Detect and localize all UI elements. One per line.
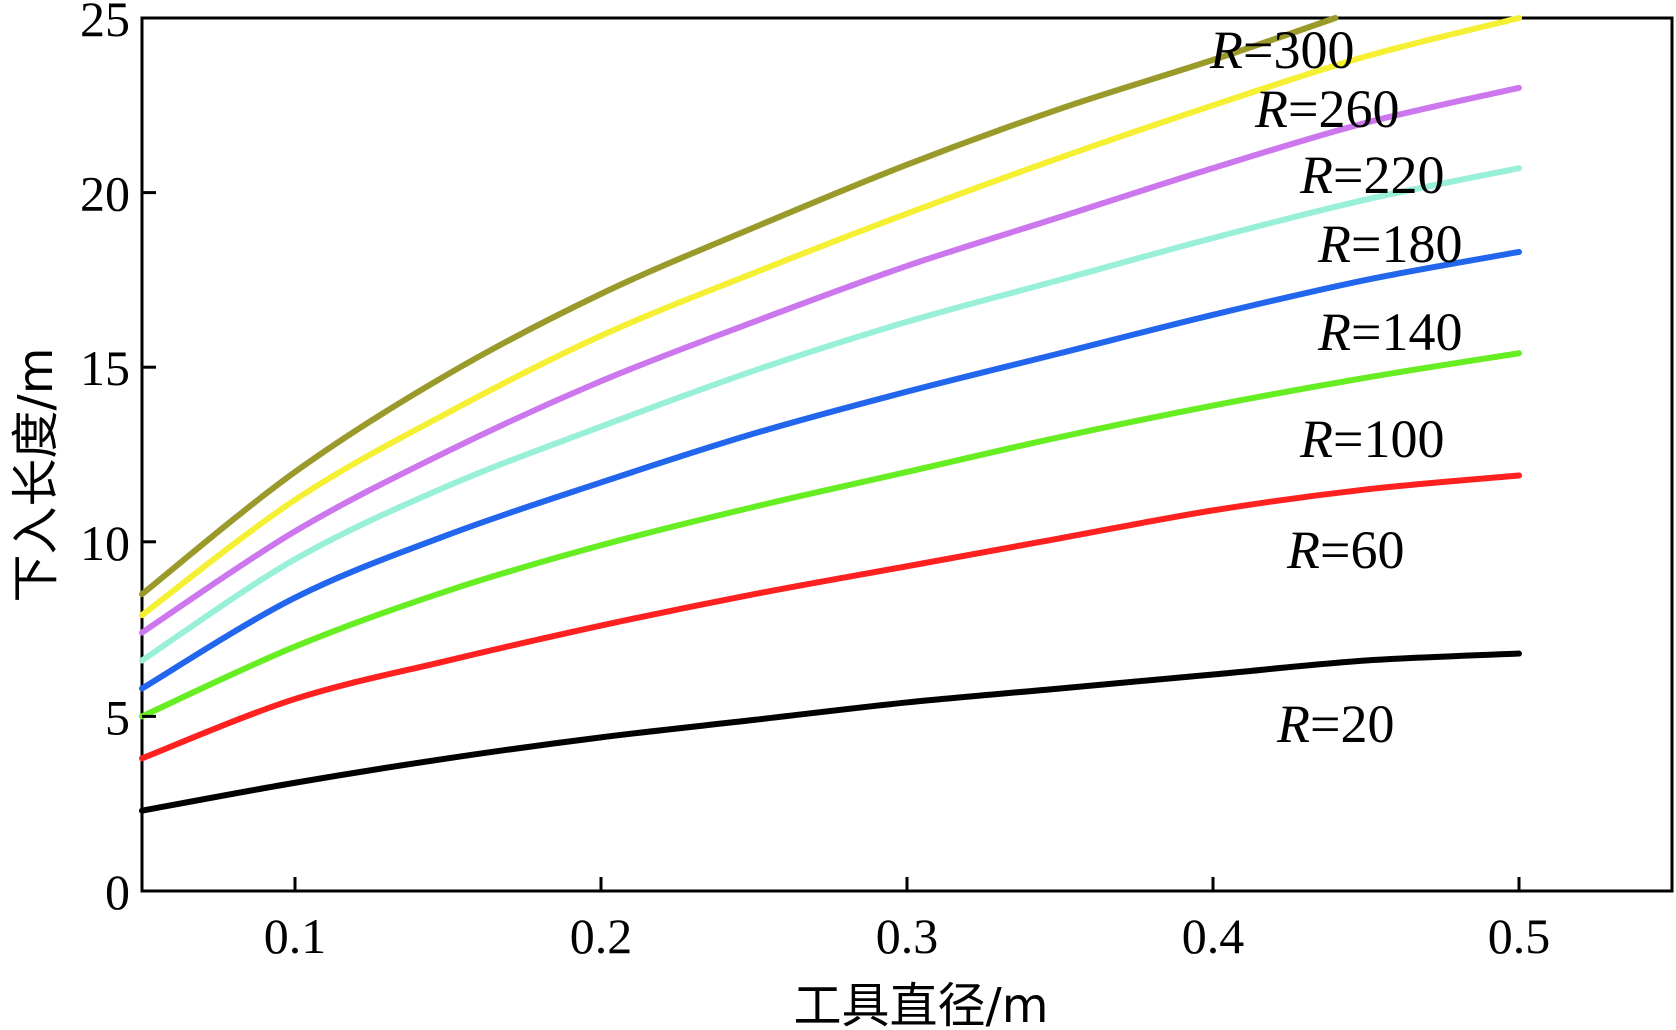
x-tick-label: 0.3 [876, 908, 939, 964]
series-label-R-100: R=100 [1299, 409, 1444, 469]
series-label-R-260: R=260 [1254, 79, 1399, 139]
x-tick-label: 0.4 [1182, 908, 1245, 964]
y-tick-label: 20 [80, 166, 130, 222]
y-tick-label: 10 [80, 515, 130, 571]
y-tick-label: 25 [80, 0, 130, 47]
x-tick-label: 0.2 [570, 908, 633, 964]
series-line-R-20 [139, 650, 1522, 814]
x-axis-title: 工具直径/m [794, 978, 1049, 1030]
series-layer [139, 15, 1522, 814]
y-tick-label: 5 [105, 689, 130, 745]
series-label-R-180: R=180 [1317, 214, 1462, 274]
series-line-R-100 [139, 350, 1522, 720]
series-label-R-60: R=60 [1286, 520, 1404, 580]
series-line-R-60 [139, 472, 1522, 762]
series-line-R-180 [139, 165, 1522, 664]
x-tick-label: 0.1 [264, 908, 327, 964]
series-label-R-300: R=300 [1209, 20, 1354, 80]
series-label-R-20: R=20 [1276, 694, 1394, 754]
series-line-R-300 [139, 15, 1339, 598]
series-label-R-140: R=140 [1317, 302, 1462, 362]
series-label-R-220: R=220 [1299, 145, 1444, 205]
y-tick-label: 0 [105, 864, 130, 920]
series-line-R-220 [139, 84, 1522, 636]
series-line-R-260 [139, 15, 1522, 619]
tick-layer: 0.1 0.2 0.3 0.4 0.5 0 5 10 15 20 25 [80, 0, 1550, 964]
y-axis-title: 下入长度/m [8, 348, 64, 603]
y-tick-label: 15 [80, 340, 130, 396]
x-tick-label: 0.5 [1488, 908, 1551, 964]
series-line-R-140 [139, 248, 1522, 692]
